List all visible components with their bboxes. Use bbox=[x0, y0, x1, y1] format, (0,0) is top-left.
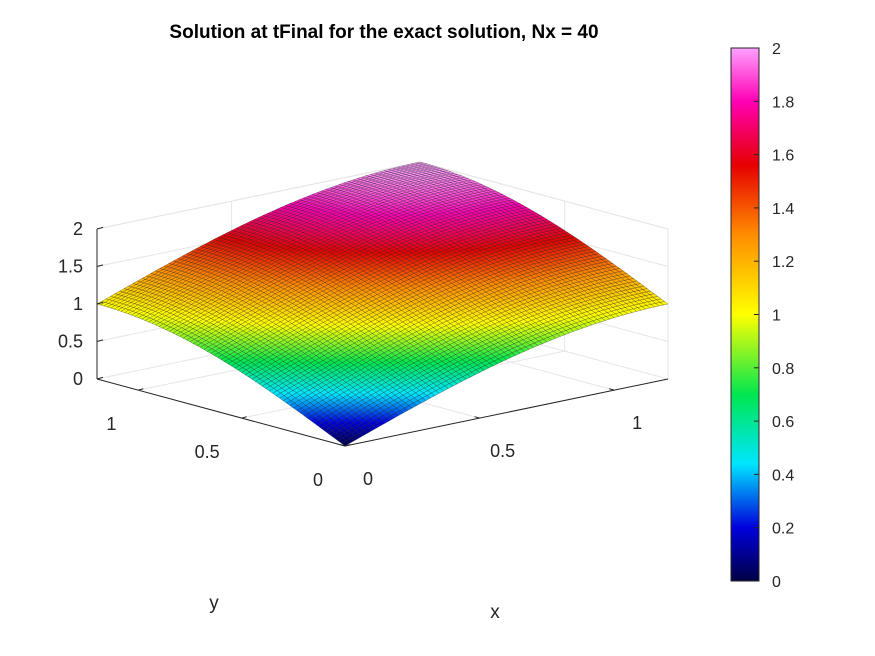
pane-edge bbox=[419, 161, 669, 230]
surface-plot bbox=[96, 161, 669, 447]
pane-edge bbox=[96, 161, 421, 230]
